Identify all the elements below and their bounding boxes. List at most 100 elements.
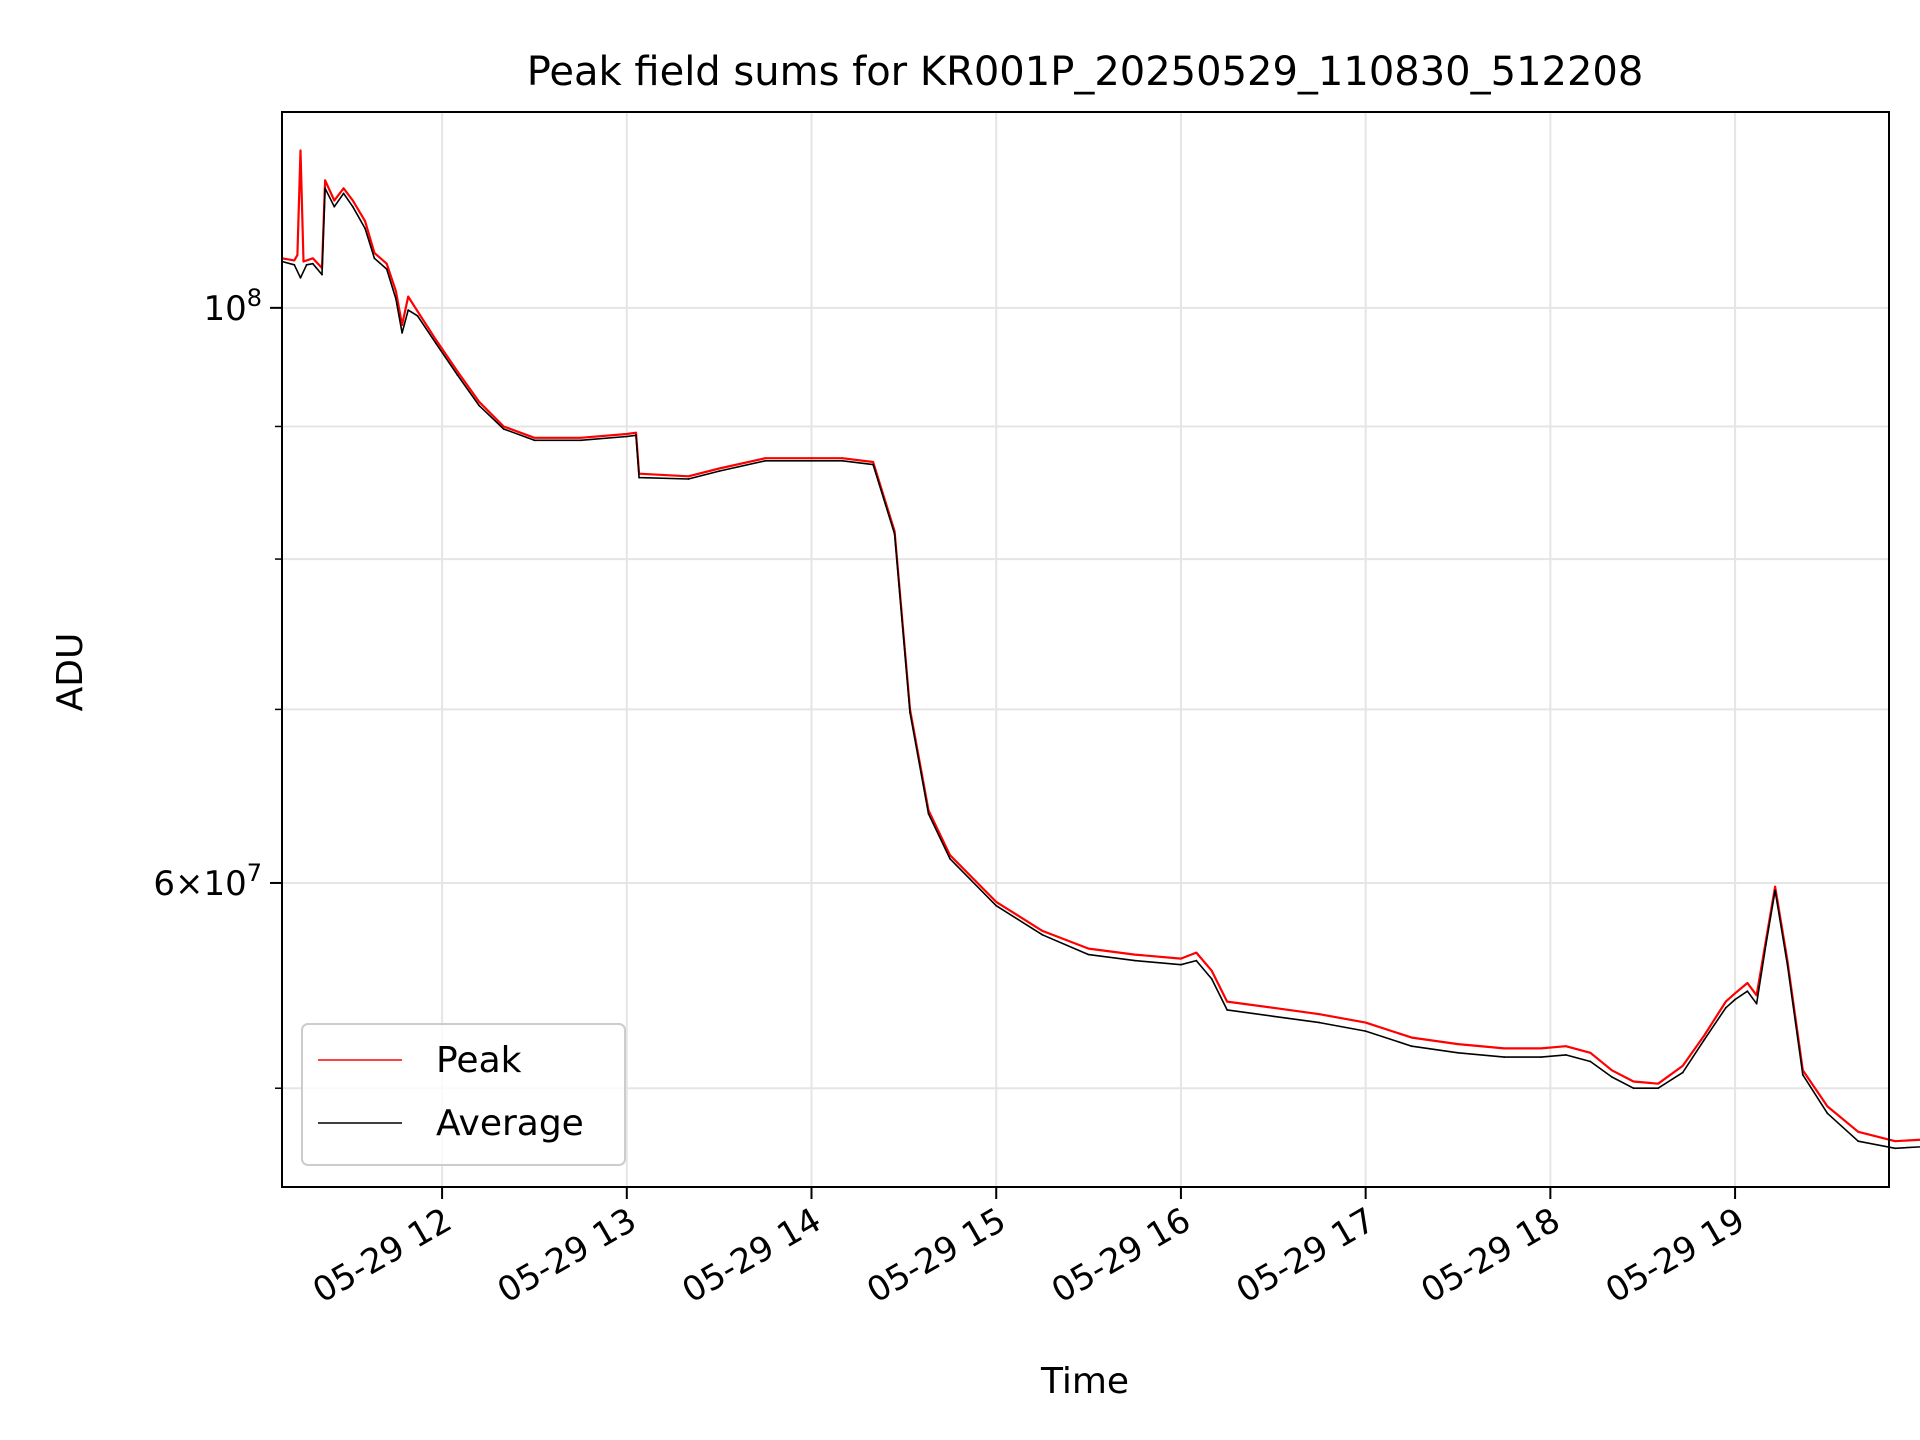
data-point bbox=[927, 812, 930, 815]
data-point bbox=[764, 457, 767, 460]
data-point bbox=[810, 457, 813, 460]
data-point bbox=[407, 309, 410, 311]
data-point bbox=[435, 338, 437, 341]
data-point bbox=[625, 433, 628, 435]
data-point bbox=[385, 262, 388, 265]
data-point bbox=[579, 436, 582, 439]
data-point bbox=[1540, 1047, 1542, 1050]
data-point bbox=[1503, 1047, 1506, 1050]
data-point bbox=[324, 179, 326, 182]
series-line-average bbox=[281, 187, 1920, 1150]
data-point bbox=[1133, 953, 1136, 956]
data-point bbox=[1681, 1071, 1684, 1074]
data-point bbox=[872, 461, 874, 463]
data-point bbox=[333, 199, 336, 202]
legend-label-average: Average bbox=[436, 1103, 584, 1144]
data-point bbox=[1611, 1069, 1613, 1072]
data-point bbox=[995, 901, 998, 903]
data-point bbox=[1734, 992, 1736, 995]
y-axis-label: ADU bbox=[50, 633, 91, 712]
data-point bbox=[687, 478, 690, 480]
data-point bbox=[416, 310, 419, 313]
data-point bbox=[1857, 1130, 1860, 1133]
data-point bbox=[1894, 1147, 1897, 1150]
data-point bbox=[1746, 990, 1749, 993]
data-point bbox=[1564, 1054, 1567, 1056]
data-point bbox=[1734, 998, 1736, 1001]
data-point bbox=[1364, 1021, 1367, 1024]
data-point bbox=[407, 295, 410, 298]
series-layer bbox=[281, 149, 1920, 1150]
data-point bbox=[1041, 930, 1044, 932]
data-point bbox=[1746, 982, 1749, 984]
data-point bbox=[302, 260, 305, 263]
data-point bbox=[1681, 1065, 1684, 1067]
data-point bbox=[333, 205, 336, 208]
data-point bbox=[1087, 947, 1090, 950]
data-point bbox=[533, 436, 536, 439]
data-point bbox=[635, 434, 637, 437]
data-point bbox=[1210, 978, 1213, 980]
data-point bbox=[638, 476, 640, 479]
chart-title: Peak field sums for KR001P_20250529_1108… bbox=[527, 49, 1644, 95]
data-point bbox=[395, 298, 397, 300]
data-point bbox=[1632, 1080, 1635, 1083]
data-point bbox=[478, 400, 480, 403]
data-point bbox=[293, 259, 296, 262]
data-point bbox=[1318, 1021, 1321, 1024]
legend: Peak Average bbox=[301, 1023, 626, 1166]
data-point bbox=[841, 457, 844, 460]
data-point bbox=[311, 257, 314, 260]
x-axis-label: Time bbox=[1040, 1361, 1129, 1402]
y-axis-ticks: 6×107 108 bbox=[153, 284, 282, 1089]
data-point bbox=[364, 227, 366, 230]
data-point bbox=[401, 332, 403, 334]
data-point bbox=[764, 459, 767, 462]
data-point bbox=[342, 192, 345, 195]
data-point bbox=[1195, 951, 1198, 954]
data-point bbox=[635, 431, 637, 434]
plot-frame bbox=[281, 111, 1890, 1188]
data-point bbox=[949, 854, 951, 857]
data-point bbox=[625, 435, 628, 438]
data-point bbox=[1540, 1056, 1542, 1058]
data-point bbox=[1826, 1105, 1829, 1108]
data-point bbox=[456, 370, 459, 373]
data-point bbox=[1786, 963, 1789, 966]
data-point bbox=[395, 290, 397, 292]
data-point bbox=[299, 149, 302, 152]
data-point bbox=[401, 324, 403, 326]
series-average bbox=[281, 187, 1920, 1150]
data-point bbox=[1272, 1015, 1275, 1018]
data-point bbox=[502, 428, 505, 430]
data-point bbox=[687, 475, 690, 478]
data-point bbox=[1589, 1051, 1592, 1054]
data-point bbox=[1041, 933, 1044, 936]
data-point bbox=[1632, 1087, 1635, 1090]
data-point bbox=[299, 276, 302, 279]
data-point bbox=[293, 263, 296, 266]
data-point bbox=[1774, 889, 1776, 892]
data-point bbox=[321, 273, 323, 276]
data-point bbox=[1589, 1060, 1592, 1063]
data-point bbox=[995, 904, 998, 907]
data-point bbox=[1318, 1013, 1321, 1016]
data-point bbox=[364, 220, 366, 223]
data-point bbox=[1826, 1112, 1829, 1115]
data-point bbox=[1894, 1140, 1897, 1143]
data-point bbox=[579, 439, 582, 442]
data-point bbox=[1272, 1006, 1275, 1009]
data-point bbox=[1774, 885, 1776, 888]
data-point bbox=[1133, 959, 1136, 962]
data-point bbox=[1195, 959, 1198, 962]
data-point bbox=[1087, 953, 1090, 956]
data-point bbox=[1724, 1000, 1727, 1003]
data-point bbox=[305, 263, 308, 266]
data-point bbox=[1703, 1034, 1706, 1037]
y-tick-label: 6×107 bbox=[153, 859, 262, 904]
data-point bbox=[1564, 1045, 1567, 1048]
data-point bbox=[351, 199, 354, 202]
data-point bbox=[1857, 1140, 1860, 1143]
